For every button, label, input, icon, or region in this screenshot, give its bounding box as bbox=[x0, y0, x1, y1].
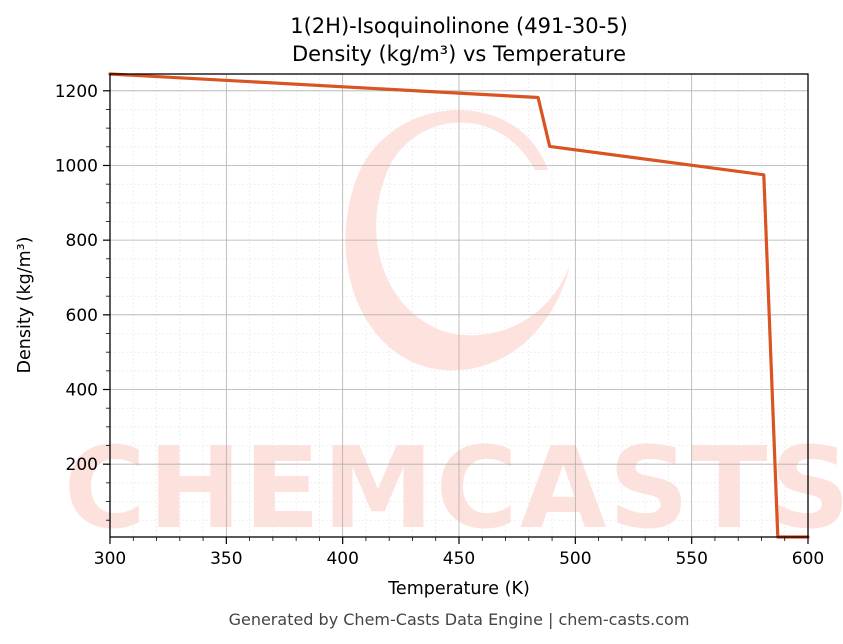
x-axis-label: Temperature (K) bbox=[387, 579, 530, 599]
watermark-swirl-icon bbox=[345, 110, 570, 371]
x-tick-label: 450 bbox=[443, 549, 475, 569]
y-tick-label: 400 bbox=[66, 381, 98, 401]
x-tick-label: 300 bbox=[94, 549, 126, 569]
footer-credit: Generated by Chem-Casts Data Engine | ch… bbox=[229, 610, 690, 629]
chart-subtitle: Density (kg/m³) vs Temperature bbox=[292, 42, 626, 66]
x-tick-label: 550 bbox=[675, 549, 707, 569]
y-tick-label: 800 bbox=[66, 231, 98, 251]
y-tick-label: 600 bbox=[66, 306, 98, 326]
x-tick-label: 500 bbox=[559, 549, 591, 569]
x-tick-label: 400 bbox=[326, 549, 358, 569]
x-tick-label: 350 bbox=[210, 549, 242, 569]
watermark-logo: CHEMCASTS bbox=[64, 110, 843, 554]
y-axis-label: Density (kg/m³) bbox=[15, 237, 35, 374]
y-tick-label: 1000 bbox=[55, 156, 98, 176]
x-tick-label: 600 bbox=[792, 549, 824, 569]
chart-title: 1(2H)-Isoquinolinone (491-30-5) bbox=[290, 14, 628, 38]
ticks-layer: 300 350 400 450 500 550 600 200 400 600 800 1000 120… bbox=[55, 82, 824, 569]
watermark-text: CHEMCASTS bbox=[64, 424, 843, 554]
y-tick-label: 1200 bbox=[55, 82, 98, 102]
y-tick-label: 200 bbox=[66, 455, 98, 475]
